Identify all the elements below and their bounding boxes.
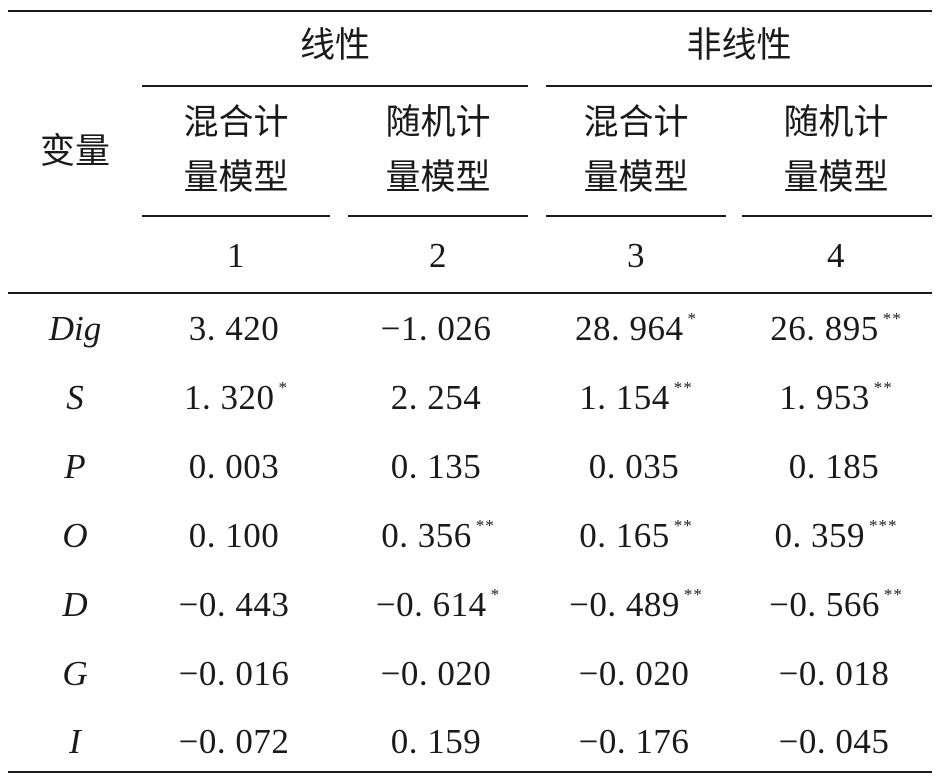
significance-stars: ** bbox=[673, 516, 693, 535]
coef-value: 1. 953 bbox=[779, 378, 870, 417]
coef-value: 0. 100 bbox=[188, 516, 280, 555]
coef-value: 0. 359 bbox=[774, 516, 865, 555]
model-name-line2: 量模型 bbox=[583, 158, 689, 198]
coef-cell: 28. 964 * bbox=[546, 309, 726, 349]
model-index: 2 bbox=[429, 236, 447, 275]
row-variable: I bbox=[69, 722, 81, 761]
bottom-rule bbox=[8, 771, 932, 773]
coef-value: 1. 320 bbox=[184, 378, 275, 417]
header-bottom-rule bbox=[8, 292, 932, 294]
coef-value: 0. 185 bbox=[788, 447, 880, 486]
coef-cell: 0. 356 ** bbox=[348, 516, 528, 556]
coef-cell: 0. 100 bbox=[142, 516, 330, 556]
coef-value: −0. 020 bbox=[578, 654, 690, 693]
coef-value: 28. 964 bbox=[575, 309, 684, 348]
coef-value: −0. 566 bbox=[769, 585, 880, 624]
model-name-line1: 混合计 bbox=[583, 103, 689, 143]
coef-cell: 0. 135 bbox=[348, 447, 528, 487]
row-variable: P bbox=[64, 447, 86, 486]
coef-value: −0. 018 bbox=[778, 654, 890, 693]
coef-value: −0. 443 bbox=[178, 585, 290, 624]
coef-value: −0. 072 bbox=[178, 722, 290, 761]
model-name-line1: 随机计 bbox=[385, 103, 491, 143]
coef-cell: −0. 020 bbox=[546, 654, 726, 694]
coef-cell: 3. 420 bbox=[142, 309, 330, 349]
coef-cell: 0. 159 bbox=[348, 722, 528, 762]
coef-cell: −0. 566 ** bbox=[742, 585, 930, 625]
coef-cell: −0. 045 bbox=[742, 722, 930, 762]
coef-cell: 0. 003 bbox=[142, 447, 330, 487]
row-variable: D bbox=[62, 585, 88, 624]
coef-value: −0. 016 bbox=[178, 654, 290, 693]
coef-cell: −1. 026 bbox=[348, 309, 528, 349]
model-index: 4 bbox=[827, 236, 845, 275]
coef-cell: 0. 359 *** bbox=[742, 516, 930, 556]
coef-value: 0. 356 bbox=[381, 516, 472, 555]
model2-underline bbox=[348, 215, 528, 217]
coef-value: 0. 159 bbox=[390, 722, 482, 761]
coef-value: 0. 165 bbox=[579, 516, 670, 555]
coef-cell: −0. 018 bbox=[742, 654, 930, 694]
model4-underline bbox=[742, 215, 932, 217]
nonlinear-group-underline bbox=[546, 85, 932, 87]
coef-cell: 1. 320 * bbox=[142, 378, 330, 418]
significance-stars: * bbox=[278, 378, 288, 397]
coef-cell: −0. 020 bbox=[348, 654, 528, 694]
row-variable: S bbox=[66, 378, 84, 417]
coef-cell: −0. 176 bbox=[546, 722, 726, 762]
variable-column-header: 变量 bbox=[39, 132, 110, 172]
model-name-line2: 量模型 bbox=[783, 158, 889, 198]
significance-stars: ** bbox=[882, 309, 902, 328]
model-name-line2: 量模型 bbox=[385, 158, 491, 198]
coef-cell: 0. 035 bbox=[546, 447, 726, 487]
coef-value: 3. 420 bbox=[188, 309, 280, 348]
coef-value: −0. 045 bbox=[778, 722, 890, 761]
model-name-line2: 量模型 bbox=[183, 158, 289, 198]
coef-cell: 1. 154 ** bbox=[546, 378, 726, 418]
model-index: 3 bbox=[627, 236, 645, 275]
significance-stars: ** bbox=[673, 378, 693, 397]
model3-underline bbox=[546, 215, 726, 217]
significance-stars: ** bbox=[873, 378, 893, 397]
coef-value: 0. 035 bbox=[588, 447, 680, 486]
significance-stars: ** bbox=[475, 516, 495, 535]
model-name-line1: 随机计 bbox=[783, 103, 889, 143]
coef-cell: 1. 953 ** bbox=[742, 378, 930, 418]
coef-value: 0. 003 bbox=[188, 447, 280, 486]
coef-value: 26. 895 bbox=[770, 309, 879, 348]
coef-cell: 2. 254 bbox=[348, 378, 528, 418]
significance-stars: * bbox=[687, 309, 697, 328]
row-variable: Dig bbox=[48, 309, 102, 348]
coef-value: −0. 020 bbox=[380, 654, 492, 693]
nonlinear-group-header: 非线性 bbox=[686, 26, 792, 66]
coef-cell: 26. 895 ** bbox=[742, 309, 930, 349]
coef-cell: −0. 489 ** bbox=[546, 585, 726, 625]
coef-value: 1. 154 bbox=[579, 378, 670, 417]
coef-cell: −0. 443 bbox=[142, 585, 330, 625]
coef-value: 2. 254 bbox=[390, 378, 482, 417]
model1-underline bbox=[142, 215, 330, 217]
coef-value: 0. 135 bbox=[390, 447, 482, 486]
coef-cell: 0. 165 ** bbox=[546, 516, 726, 556]
coef-value: −0. 489 bbox=[569, 585, 680, 624]
coef-cell: −0. 614 * bbox=[348, 585, 528, 625]
coef-value: −0. 176 bbox=[578, 722, 690, 761]
coef-value: −0. 614 bbox=[375, 585, 487, 624]
linear-group-underline bbox=[142, 85, 528, 87]
significance-stars: * bbox=[490, 585, 501, 604]
significance-stars: ** bbox=[883, 585, 903, 604]
coef-cell: −0. 016 bbox=[142, 654, 330, 694]
model-index: 1 bbox=[227, 236, 245, 275]
coef-value: −1. 026 bbox=[380, 309, 492, 348]
row-variable: O bbox=[62, 516, 88, 555]
significance-stars: ** bbox=[683, 585, 703, 604]
linear-group-header: 线性 bbox=[299, 26, 370, 66]
row-variable: G bbox=[62, 654, 88, 693]
coef-cell: −0. 072 bbox=[142, 722, 330, 762]
top-rule bbox=[8, 10, 932, 12]
model-name-line1: 混合计 bbox=[183, 103, 289, 143]
coef-cell: 0. 185 bbox=[742, 447, 930, 487]
significance-stars: *** bbox=[869, 516, 898, 535]
